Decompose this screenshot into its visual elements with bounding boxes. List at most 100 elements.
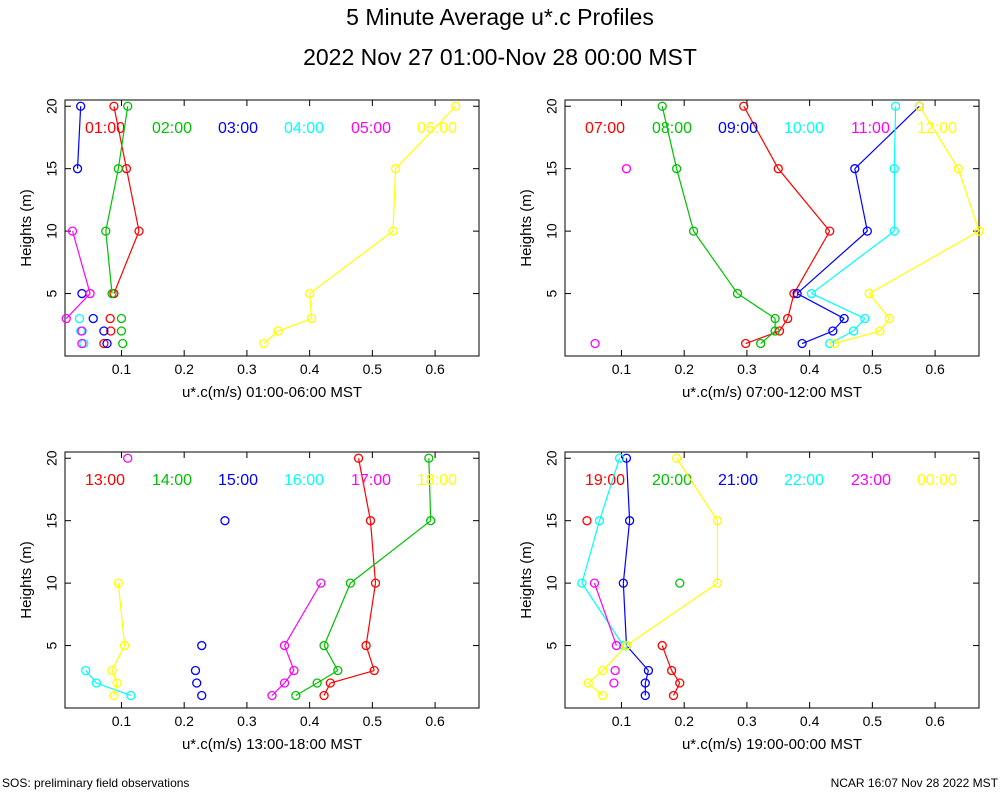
legend-label: 20:00 [652,472,692,489]
data-point [741,338,751,349]
series-line-segment [365,583,377,646]
data-point [220,516,230,526]
series-line-segment [71,230,91,294]
x-tick-label: 0.5 [363,713,383,729]
x-tick-label: 0.3 [737,713,757,729]
data-point [848,326,859,336]
series-line-segment [113,106,128,169]
series-line-segment [284,670,295,684]
plot-panel-1: 0.1 0.2 0.3 0.4 0.5 0.6 5 10 15 20 u*.c(m/s) 01:00… [18,98,480,401]
data-point [123,453,133,463]
data-point [113,578,123,588]
data-point [609,678,619,688]
series-line-segment [743,105,779,169]
legend-label: 19:00 [585,472,625,489]
plot-panel-4: 0.1 0.2 0.3 0.4 0.5 0.6 5 10 15 20 u*.c(m/s) 19:00… [518,450,980,753]
data-point [839,313,849,324]
footer-timestamp: NCAR 16:07 Nov 28 2022 MST [830,776,998,790]
plot-panel-2: 0.1 0.2 0.3 0.4 0.5 0.6 5 10 15 20 u*.c(m/s) 07:00… [518,98,984,401]
data-point [81,665,91,676]
x-tick-label: 0.4 [800,713,820,729]
legend-label: 06:00 [417,120,457,137]
series-line-segment [893,106,897,169]
series-line-segment [271,682,285,696]
y-tick-label: 20 [544,98,560,114]
series-line-segment [395,105,457,170]
x-tick-label: 0.6 [925,361,945,377]
data-point [688,226,699,236]
x-tick-label: 0.3 [737,361,757,377]
legend-label: 21:00 [718,472,758,489]
data-point [890,101,901,111]
plot-frame [564,451,980,709]
data-point [197,690,207,701]
data-point [85,288,95,299]
data-point [190,665,201,676]
series-line-segment [779,318,789,332]
series-line-segment [811,293,866,320]
series-line-segment [853,318,866,332]
data-point [77,288,87,299]
y-axis-label: Heights (m) [518,189,535,267]
x-tick-label: 0.1 [112,361,132,377]
data-point [643,665,654,676]
data-point [589,578,600,588]
series-2300 [589,578,622,688]
series-line-segment [801,330,834,345]
data-point [107,665,117,676]
data-point [312,678,322,688]
data-point [306,313,317,324]
series-line-segment [598,458,621,521]
x-axis-label: u*.c(m/s) 07:00-12:00 MST [682,384,862,401]
data-point [88,313,98,324]
x-tick-label: 0.2 [174,713,194,729]
series-1900 [582,516,685,701]
series-line-segment [676,457,718,522]
series-line-segment [796,293,845,320]
series-line-segment [737,293,776,320]
series-line-segment [854,168,868,232]
data-point [390,164,401,174]
x-tick-label: 0.1 [612,713,632,729]
chart-subtitle: 2022 Nov 27 01:00-Nov 28 00:00 MST [303,44,697,70]
data-point [273,326,283,336]
data-point [621,453,632,463]
data-point [657,101,667,111]
y-tick-label: 5 [544,289,560,297]
series-1800 [107,578,130,701]
data-point [316,578,326,588]
series-line-segment [113,682,118,696]
plot-panel-3: 0.1 0.2 0.3 0.4 0.5 0.6 5 10 15 20 u*.c(m/s) 13:00… [18,450,480,753]
data-point [118,338,128,349]
data-point [614,453,625,463]
data-point [640,690,650,701]
data-point [597,665,608,676]
data-point [113,164,123,174]
data-point [99,338,109,349]
footer-source-note: SOS: preliminary field observations [2,776,190,790]
data-point [672,164,682,174]
data-point [864,288,874,299]
series-line-segment [392,168,397,232]
series-line-segment [676,168,695,232]
legend-label: 22:00 [784,472,824,489]
data-point [828,326,838,336]
series-line-segment [284,582,322,646]
x-axis-label: u*.c(m/s) 01:00-06:00 MST [182,384,362,401]
data-point [712,516,723,526]
data-point [451,101,461,111]
x-tick-label: 0.4 [800,361,820,377]
series-line-segment [593,582,618,646]
data-point [582,516,592,526]
series-line-segment [693,230,738,294]
data-point [361,640,371,651]
series-line-segment [622,520,631,584]
data-point [259,338,269,349]
series-line-segment [581,520,601,584]
y-tick-label: 10 [44,223,60,239]
data-point [345,578,356,588]
x-tick-label: 0.4 [300,361,320,377]
series-line-segment [854,105,920,170]
data-point [675,578,685,588]
series-line-segment [587,670,604,684]
